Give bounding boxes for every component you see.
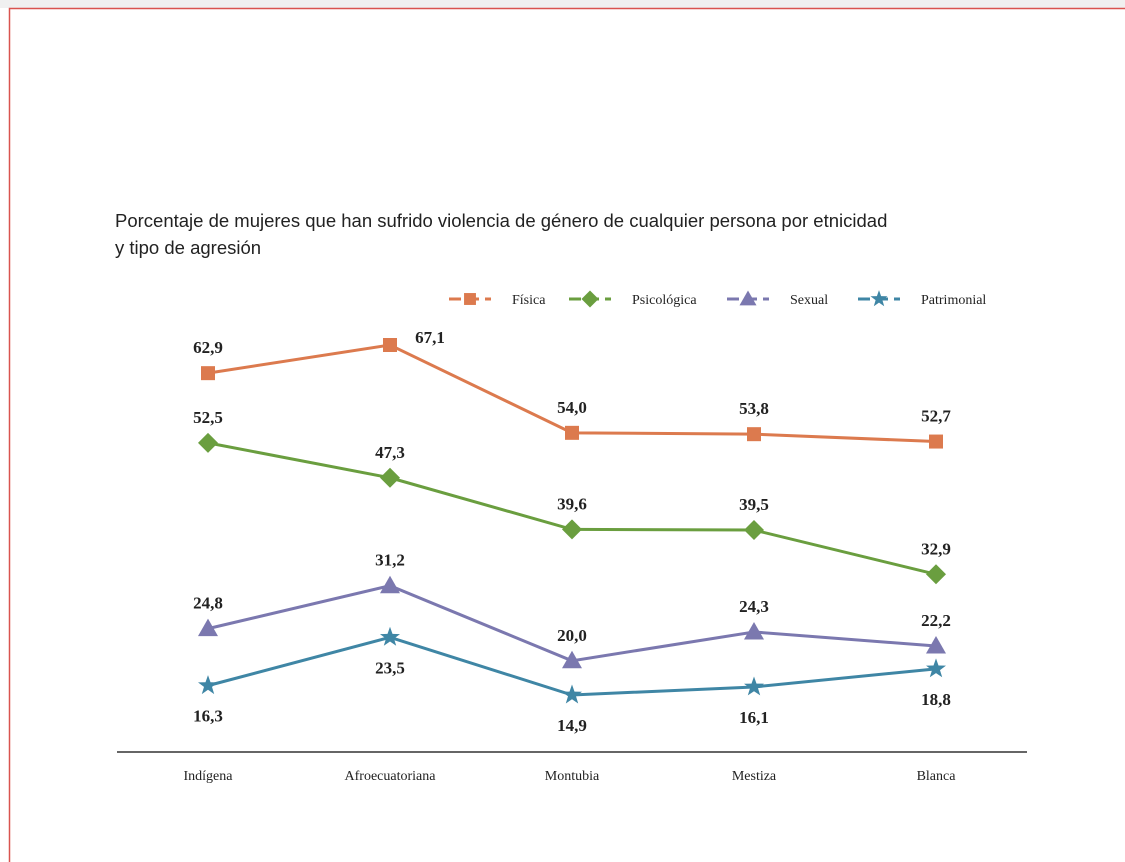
data-label: 24,3 — [739, 597, 769, 616]
marker — [383, 338, 397, 352]
legend-label: Sexual — [790, 293, 828, 308]
marker — [198, 675, 218, 695]
data-label: 31,2 — [375, 551, 405, 570]
data-label: 16,3 — [193, 707, 223, 726]
marker — [565, 425, 579, 440]
marker — [926, 658, 946, 678]
data-label: 22,2 — [921, 611, 951, 630]
data-label: 14,9 — [557, 716, 587, 735]
x-tick-label: Blanca — [917, 769, 957, 784]
data-label: 52,5 — [193, 408, 223, 427]
data-label: 32,9 — [921, 539, 951, 558]
marker — [926, 564, 946, 585]
marker — [198, 432, 218, 453]
legend-label: Patrimonial — [921, 293, 986, 308]
data-label: 23,5 — [375, 658, 405, 677]
x-tick-label: Mestiza — [732, 769, 777, 784]
legend-marker — [739, 290, 757, 306]
marker — [744, 621, 764, 640]
legend-label: Física — [512, 293, 546, 308]
legend-marker — [870, 290, 888, 307]
data-label: 20,0 — [557, 626, 587, 645]
marker — [747, 427, 761, 442]
data-label: 54,0 — [557, 398, 587, 417]
data-label: 62,9 — [193, 338, 223, 357]
marker — [929, 434, 943, 449]
marker — [562, 519, 582, 540]
data-label: 16,1 — [739, 708, 769, 727]
marker — [380, 575, 400, 594]
marker — [562, 650, 582, 669]
marker — [201, 366, 215, 381]
data-label: 39,5 — [739, 495, 769, 514]
legend-label: Psicológica — [632, 293, 697, 308]
legend-marker — [581, 290, 599, 308]
data-label: 52,7 — [921, 407, 951, 426]
data-label: 53,8 — [739, 399, 769, 418]
x-tick-label: Afroecuatoriana — [345, 769, 437, 784]
marker — [744, 520, 764, 541]
x-tick-label: Montubia — [545, 769, 600, 784]
marker — [926, 636, 946, 654]
page-edge — [0, 0, 1125, 8]
data-label: 39,6 — [557, 494, 587, 513]
marker — [562, 684, 582, 704]
marker — [744, 676, 764, 696]
legend-marker — [464, 293, 476, 305]
data-label: 47,3 — [375, 443, 405, 462]
chart-title: y tipo de agresión — [115, 237, 261, 258]
data-label: 24,8 — [193, 594, 223, 613]
data-label: 67,1 — [415, 328, 445, 347]
marker — [198, 618, 218, 637]
chart-title: Porcentaje de mujeres que han sufrido vi… — [115, 210, 887, 231]
marker — [380, 467, 400, 488]
page-border — [8, 7, 1125, 862]
marker — [380, 626, 400, 646]
x-tick-label: Indígena — [184, 769, 234, 784]
data-label: 18,8 — [921, 690, 951, 709]
